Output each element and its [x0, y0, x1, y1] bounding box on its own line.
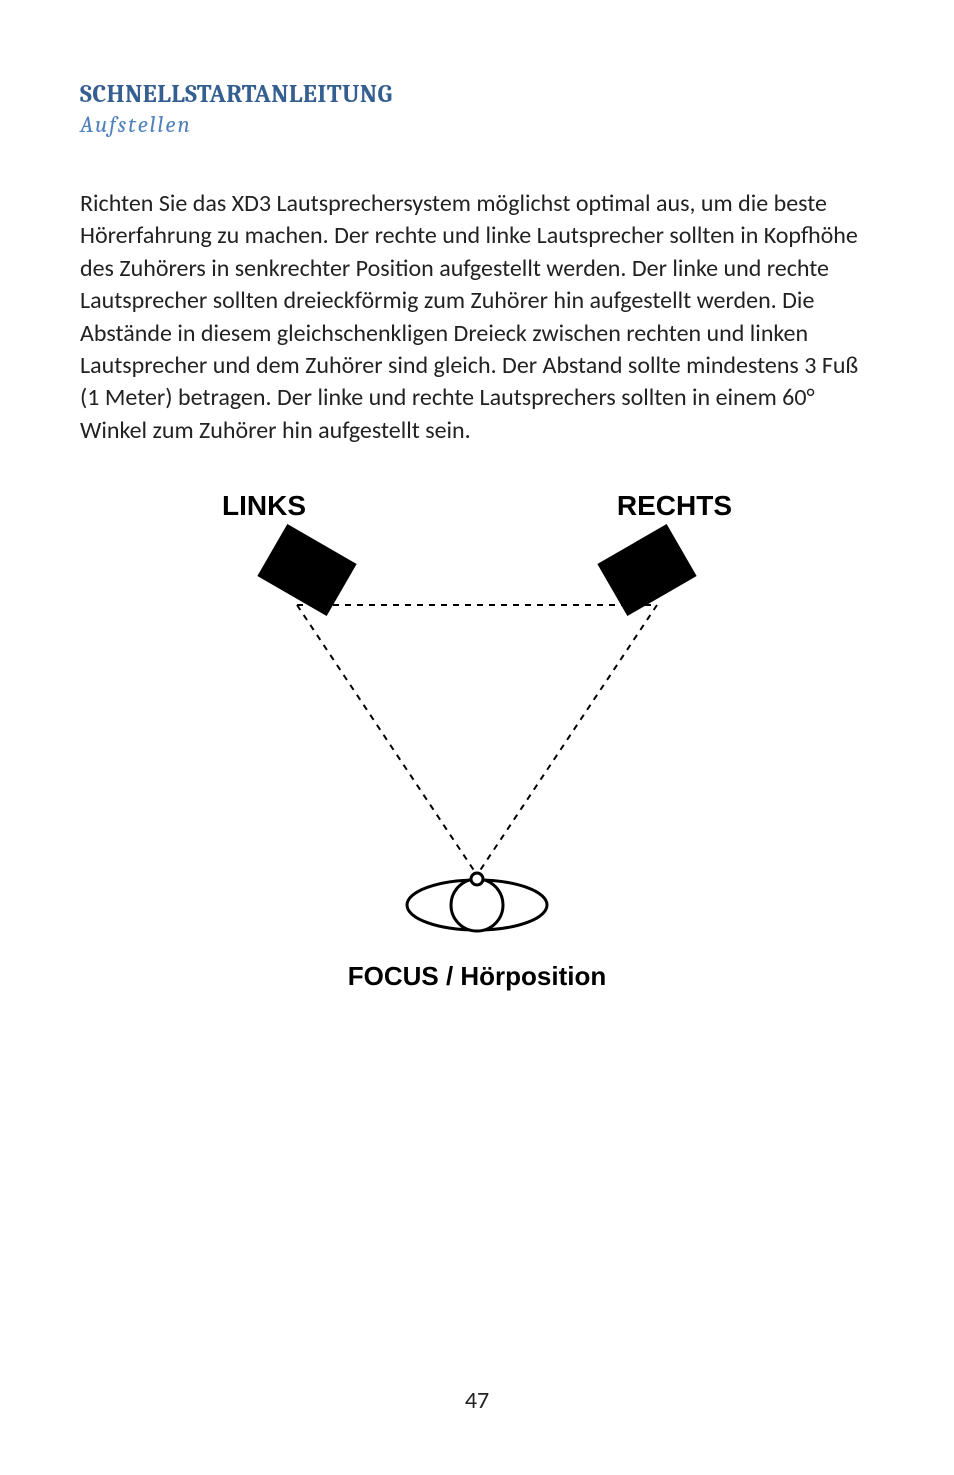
speaker-left-icon: [257, 524, 356, 616]
triangle-left: [297, 605, 477, 875]
listener-head-icon: [451, 879, 503, 931]
speaker-right-icon: [597, 524, 696, 616]
diagram-caption: FOCUS / Hörposition: [348, 961, 607, 991]
diagram-label-left: LINKS: [222, 490, 306, 521]
page-number: 47: [0, 1386, 954, 1415]
triangle-right: [477, 605, 657, 875]
page: SCHNELLSTARTANLEITUNG Aufstellen Richten…: [0, 0, 954, 1475]
diagram-label-right: RECHTS: [617, 490, 732, 521]
speaker-placement-diagram: LINKS RECHTS FOCUS / Hörposition: [80, 475, 874, 1035]
listener-nose-icon: [471, 873, 483, 885]
section-subheading: Aufstellen: [80, 111, 874, 138]
body-paragraph: Richten Sie das XD3 Lautsprechersystem m…: [80, 188, 874, 447]
section-heading: SCHNELLSTARTANLEITUNG: [80, 80, 874, 109]
